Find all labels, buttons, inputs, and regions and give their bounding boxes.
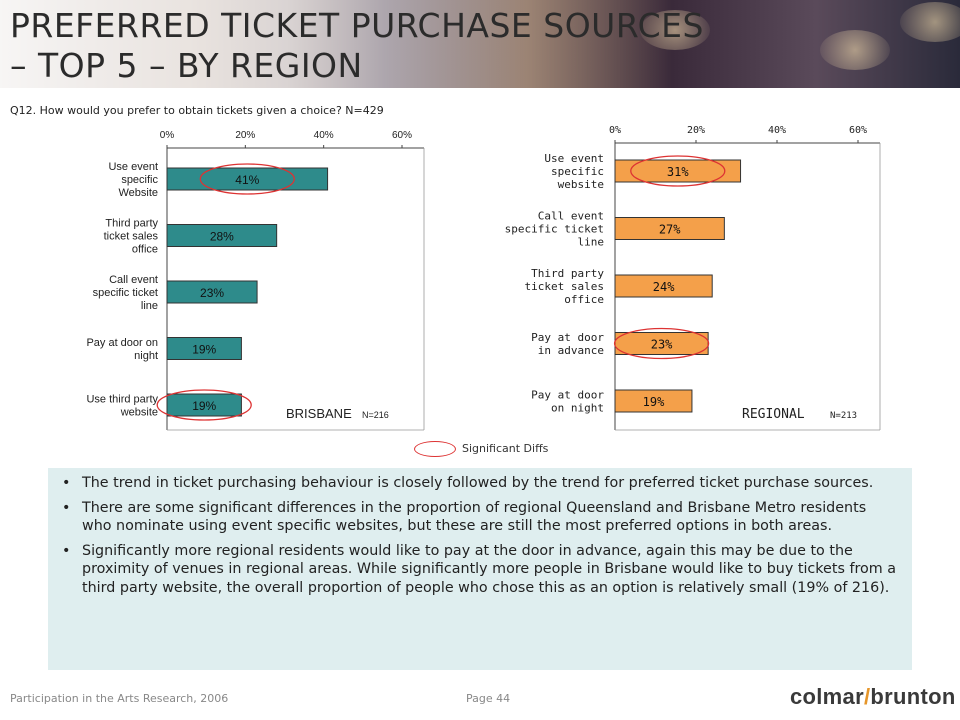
note-text: There are some significant differences i… xyxy=(82,499,867,535)
legend: Significant Diffs xyxy=(414,438,614,462)
category-label: line xyxy=(578,236,605,249)
page-number: Page 44 xyxy=(466,692,511,705)
significance-oval xyxy=(613,327,710,360)
value-label: 19% xyxy=(192,399,216,413)
category-label: Call event xyxy=(538,210,604,223)
footer-text: Participation in the Arts Research, 2006 xyxy=(10,692,229,705)
category-label: office xyxy=(564,293,604,306)
logo-text-2: brunton xyxy=(870,684,956,709)
significance-oval xyxy=(156,389,252,421)
significance-oval xyxy=(199,163,295,195)
category-label: line xyxy=(141,300,158,312)
x-tick-label: 60% xyxy=(392,130,412,141)
category-label: Pay at door on xyxy=(86,337,158,349)
banner-light xyxy=(820,30,890,70)
note-item: • There are some significant differences … xyxy=(60,499,900,536)
value-label: 27% xyxy=(659,223,681,237)
category-label: specific ticket xyxy=(93,287,158,299)
company-logo: colmar/brunton xyxy=(790,684,955,714)
category-label: Website xyxy=(118,187,158,199)
bullet-icon: • xyxy=(62,499,71,516)
header-banner xyxy=(0,0,960,88)
category-label: Third party xyxy=(531,267,604,280)
significance-oval-icon xyxy=(414,441,456,457)
bar xyxy=(166,337,242,360)
x-tick-label: 60% xyxy=(849,125,867,136)
category-label: Use event xyxy=(108,161,158,173)
charts-area: 0% 20% 40% 60%Use eventspecificWebsite41%Th… xyxy=(86,125,881,431)
category-label: Call event xyxy=(109,274,158,286)
bullet-icon: • xyxy=(62,542,71,559)
x-tick-label: 0% xyxy=(609,125,621,136)
notes-panel: • The trend in ticket purchasing behaviou… xyxy=(48,468,912,670)
category-label: office xyxy=(132,244,158,256)
x-tick-label: 40% xyxy=(768,125,786,136)
region-label: REGIONAL xyxy=(742,407,805,422)
logo-swoosh-icon: / xyxy=(863,684,871,709)
category-label: Third party xyxy=(105,218,158,230)
page-title: PREFERRED TICKET PURCHASE SOURCES – TOP … xyxy=(10,6,704,86)
sample-size-label: N=216 xyxy=(362,410,389,420)
note-item: • The trend in ticket purchasing behaviou… xyxy=(60,474,900,493)
value-label: 28% xyxy=(210,230,234,244)
value-label: 31% xyxy=(667,165,689,179)
bar xyxy=(614,159,742,183)
sample-size-label: N=213 xyxy=(830,411,857,421)
question-text: Q12. How would you prefer to obtain tick… xyxy=(10,104,384,117)
bullet-icon: • xyxy=(62,475,71,491)
x-tick-label: 20% xyxy=(687,125,705,136)
note-item: • Significantly more regional residents w… xyxy=(60,542,900,598)
value-label: 23% xyxy=(200,286,224,300)
category-label: in advance xyxy=(538,344,604,357)
note-text: The trend in ticket purchasing behaviour… xyxy=(82,475,874,491)
value-label: 19% xyxy=(643,395,665,409)
category-label: specific xyxy=(121,174,158,186)
bar xyxy=(614,389,693,413)
category-label: ticket sales xyxy=(104,231,159,243)
title-line-2: – TOP 5 – BY REGION xyxy=(10,46,363,85)
value-label: 23% xyxy=(651,338,673,352)
title-line-1: PREFERRED TICKET PURCHASE SOURCES xyxy=(10,6,704,45)
category-label: Pay at door xyxy=(531,331,604,344)
x-tick-label: 20% xyxy=(235,130,255,141)
category-label: website xyxy=(558,178,604,191)
bar xyxy=(614,274,713,298)
value-label: 41% xyxy=(235,173,259,187)
category-label: ticket sales xyxy=(525,280,604,293)
value-label: 19% xyxy=(192,343,216,357)
logo-text-1: colmar xyxy=(790,684,864,709)
bar xyxy=(166,167,329,191)
category-label: specific xyxy=(551,165,604,178)
category-label: on night xyxy=(551,402,604,415)
category-label: website xyxy=(120,407,158,419)
legend-label: Significant Diffs xyxy=(462,442,549,455)
bar xyxy=(166,224,278,247)
value-label: 24% xyxy=(653,280,675,294)
x-tick-label: 40% xyxy=(314,130,334,141)
category-label: Pay at door xyxy=(531,389,604,402)
category-label: night xyxy=(134,350,158,362)
category-label: specific ticket xyxy=(505,223,604,236)
category-label: Use third party xyxy=(86,394,158,406)
bar xyxy=(166,393,242,417)
bar xyxy=(166,280,258,304)
category-label: Use event xyxy=(544,152,604,165)
bar xyxy=(614,217,725,240)
significance-oval xyxy=(630,155,726,187)
x-tick-label: 0% xyxy=(160,130,175,141)
note-text: Significantly more regional residents wo… xyxy=(82,542,897,596)
banner-light xyxy=(900,2,960,42)
banner-light xyxy=(640,10,710,50)
region-label: BRISBANE xyxy=(286,406,352,421)
